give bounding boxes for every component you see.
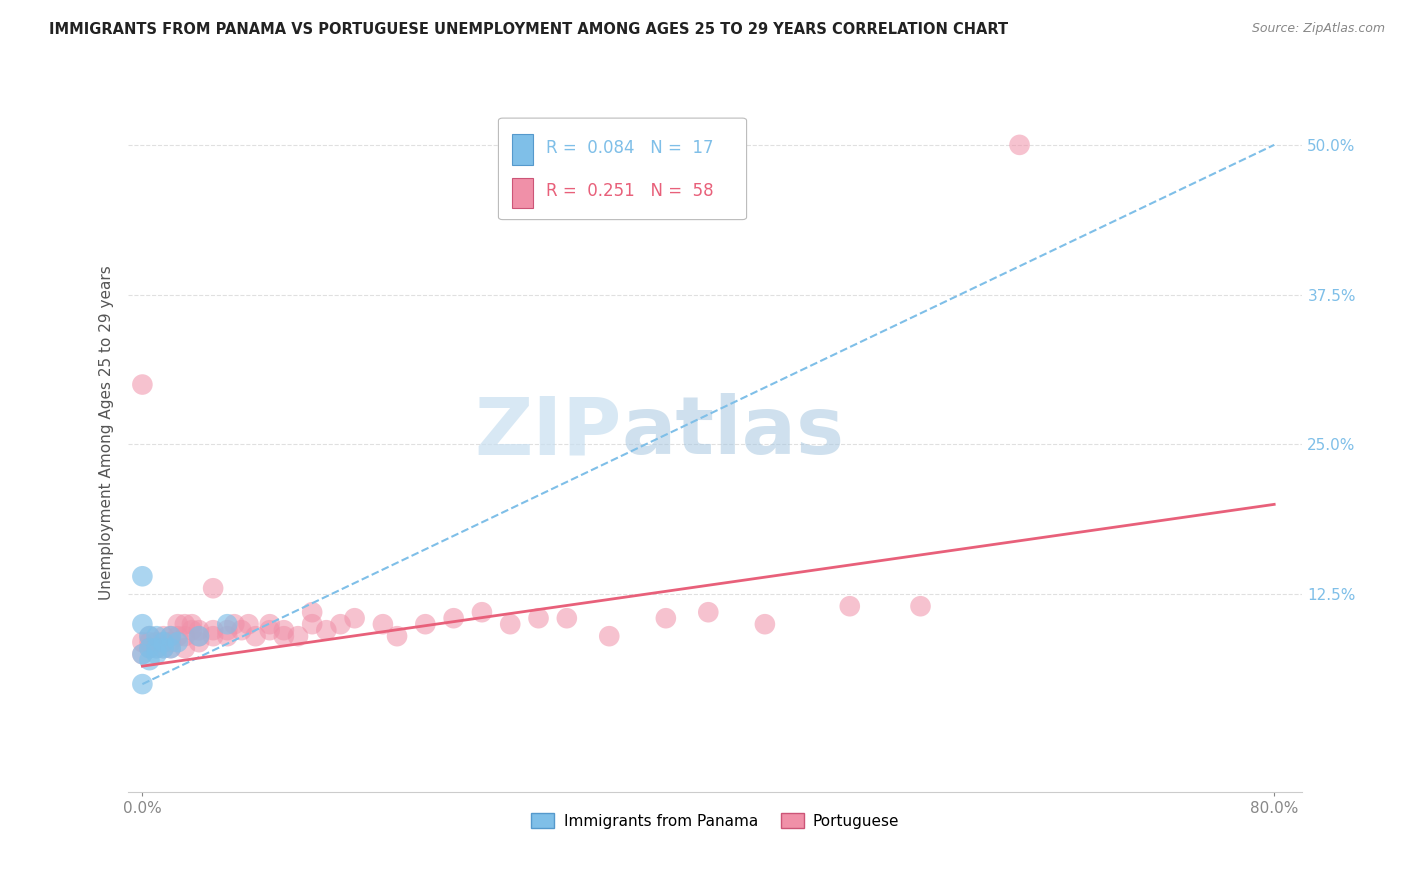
Point	[138, 641, 160, 656]
Point	[443, 611, 465, 625]
Point	[238, 617, 260, 632]
Point	[145, 641, 167, 656]
Point	[131, 377, 153, 392]
Point	[173, 617, 195, 632]
Point	[259, 623, 281, 637]
Point	[159, 629, 181, 643]
Point	[287, 629, 309, 643]
Point	[217, 629, 239, 643]
Point	[152, 641, 174, 656]
Point	[131, 677, 153, 691]
Point	[217, 623, 239, 637]
Point	[329, 617, 352, 632]
Point	[152, 629, 174, 643]
Text: IMMIGRANTS FROM PANAMA VS PORTUGUESE UNEMPLOYMENT AMONG AGES 25 TO 29 YEARS CORR: IMMIGRANTS FROM PANAMA VS PORTUGUESE UNE…	[49, 22, 1008, 37]
Point	[217, 617, 239, 632]
Y-axis label: Unemployment Among Ages 25 to 29 years: Unemployment Among Ages 25 to 29 years	[100, 265, 114, 599]
Point	[131, 647, 153, 661]
Point	[159, 635, 181, 649]
Point	[555, 611, 578, 625]
Point	[231, 623, 253, 637]
Point	[188, 629, 211, 643]
Point	[173, 641, 195, 656]
Point	[180, 623, 202, 637]
Point	[138, 629, 160, 643]
Point	[188, 623, 211, 637]
Point	[697, 605, 720, 619]
Point	[499, 617, 522, 632]
Point	[145, 647, 167, 661]
Point	[655, 611, 678, 625]
Point	[152, 635, 174, 649]
Text: R =  0.084   N =  17: R = 0.084 N = 17	[546, 139, 713, 157]
Point	[371, 617, 394, 632]
Point	[202, 581, 225, 595]
Point	[754, 617, 776, 632]
Point	[838, 599, 860, 614]
Point	[138, 641, 160, 656]
Point	[145, 629, 167, 643]
Point	[166, 617, 188, 632]
Point	[159, 641, 181, 656]
Point	[152, 635, 174, 649]
Point	[343, 611, 366, 625]
Point	[273, 629, 295, 643]
Point	[202, 629, 225, 643]
Point	[166, 629, 188, 643]
Point	[224, 617, 246, 632]
Text: ZIP: ZIP	[474, 393, 621, 472]
Point	[315, 623, 337, 637]
Text: atlas: atlas	[621, 393, 845, 472]
Point	[138, 635, 160, 649]
Point	[131, 617, 153, 632]
Point	[180, 617, 202, 632]
Point	[159, 641, 181, 656]
Point	[910, 599, 932, 614]
Point	[173, 629, 195, 643]
Point	[527, 611, 550, 625]
Point	[1008, 137, 1031, 152]
Legend: Immigrants from Panama, Portuguese: Immigrants from Panama, Portuguese	[526, 806, 905, 835]
Point	[188, 635, 211, 649]
Text: Source: ZipAtlas.com: Source: ZipAtlas.com	[1251, 22, 1385, 36]
Point	[245, 629, 267, 643]
Point	[145, 635, 167, 649]
Point	[131, 569, 153, 583]
Point	[145, 641, 167, 656]
Point	[152, 641, 174, 656]
Point	[159, 629, 181, 643]
Point	[385, 629, 408, 643]
Point	[138, 653, 160, 667]
Point	[166, 635, 188, 649]
Point	[301, 605, 323, 619]
Point	[273, 623, 295, 637]
Point	[415, 617, 437, 632]
Point	[471, 605, 494, 619]
Text: R =  0.251   N =  58: R = 0.251 N = 58	[546, 182, 713, 201]
Point	[188, 629, 211, 643]
Point	[598, 629, 620, 643]
Point	[131, 647, 153, 661]
Point	[202, 623, 225, 637]
Point	[131, 635, 153, 649]
Point	[301, 617, 323, 632]
Point	[138, 629, 160, 643]
Point	[259, 617, 281, 632]
